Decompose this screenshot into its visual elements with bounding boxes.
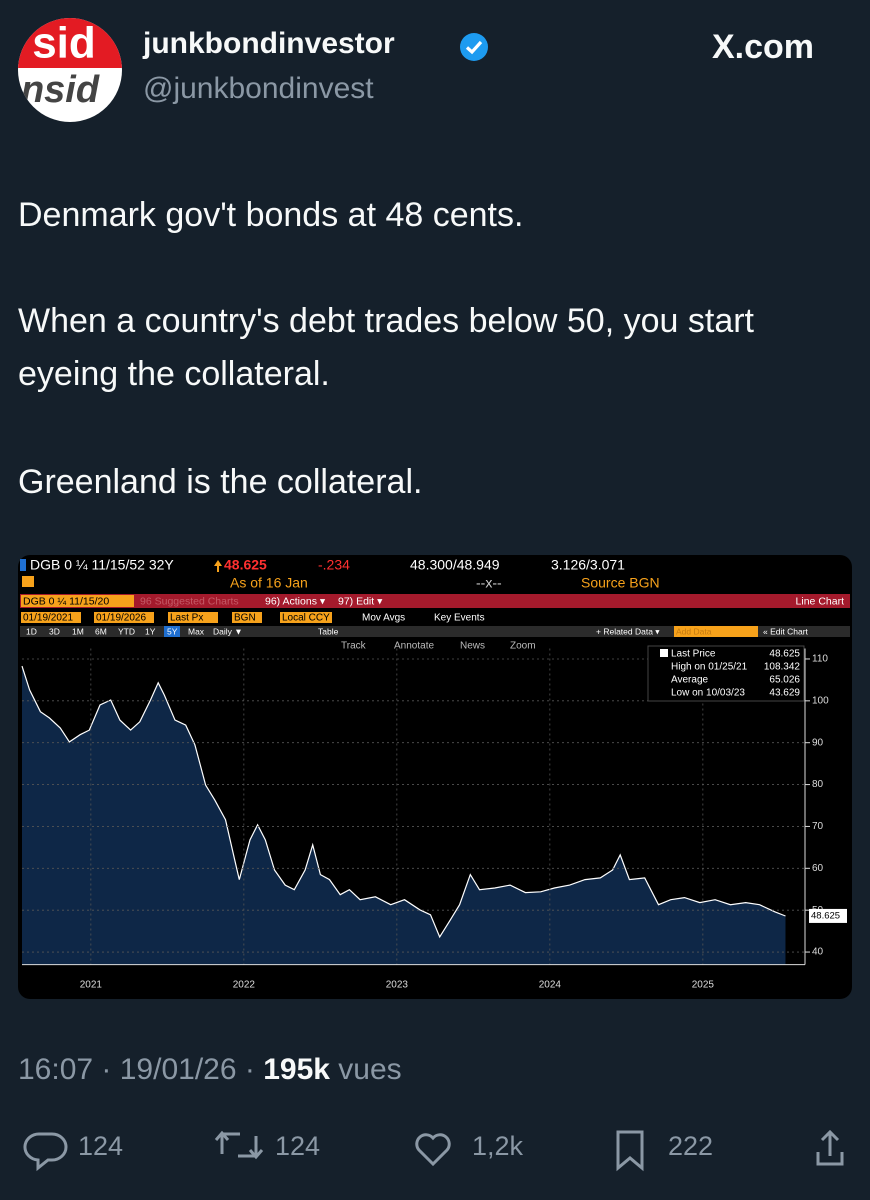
right-tool[interactable]: « Edit Chart [763,626,809,636]
terminal-header: DGB 0 ¼ 11/15/52 32Y 48.625 -.234 48.300… [20,557,660,591]
legend-label: Low on 10/03/23 [671,688,745,699]
reply-icon[interactable] [23,1132,68,1172]
menu-item[interactable]: DGB 0 ¼ 11/15/20 [23,595,109,607]
period[interactable]: Table [318,626,339,636]
menu-item[interactable]: 96) Actions ▾ [265,595,326,607]
repost-icon[interactable] [214,1130,264,1160]
action-icons [23,1129,844,1172]
x-tick-label: 2025 [692,980,715,991]
tool[interactable]: Zoom [510,641,536,652]
period[interactable]: 1D [26,626,37,636]
right-tool[interactable]: + Related Data ▾ [596,626,660,636]
bookmark-count[interactable]: 222 [668,1131,714,1161]
setting[interactable]: 01/19/2021 [23,613,73,624]
period[interactable]: YTD [118,626,135,636]
menu-item[interactable]: 97) Edit ▾ [338,595,383,607]
y-tick-label: 60 [812,863,824,874]
period[interactable]: 6M [95,626,107,636]
author-handle[interactable]: @junkbondinvest [143,72,374,105]
x-tick-label: 2022 [233,980,256,991]
legend-swatch [660,649,668,657]
avatar[interactable]: sid nsid [16,16,124,124]
x-tick-label: 2021 [80,980,103,991]
change: -.234 [318,557,350,573]
y-tick-label: 40 [812,947,824,958]
tool[interactable]: News [460,641,485,652]
bookmark-icon[interactable] [616,1130,644,1172]
setting[interactable]: Key Events [434,613,485,624]
legend-label: Last Price [671,649,716,660]
period[interactable]: 5Y [167,626,178,636]
period[interactable]: 1Y [145,626,156,636]
legend-label: High on 01/25/21 [671,662,748,673]
last-price-tag [809,908,847,923]
setting[interactable]: Last Px [170,613,203,624]
period[interactable]: Daily ▼ [213,626,243,636]
security: DGB 0 ¼ 11/15/52 32Y [30,557,174,573]
period[interactable]: 1M [72,626,84,636]
x-tick-label: 2024 [539,980,562,991]
right-tool[interactable]: Add Data [676,626,712,636]
y-tick-label: 70 [812,821,824,832]
author-name[interactable]: junkbondinvestor [143,27,395,60]
setting[interactable]: Local CCY [282,613,330,624]
setting[interactable]: Mov Avgs [362,613,405,624]
legend-value: 108.342 [764,662,801,673]
price-line [21,665,786,939]
menu-item[interactable]: 96 Suggested Charts [140,595,239,607]
legend-value: 48.625 [769,649,800,660]
repost-count[interactable]: 124 [275,1131,321,1161]
share-icon[interactable] [816,1129,844,1166]
y-tick-label: 110 [812,654,828,665]
period[interactable]: Max [188,626,205,636]
avatar-text: nsid [21,69,100,111]
x-tick-label: 2023 [386,980,409,991]
last-price-tag-label: 48.625 [811,910,840,921]
setting[interactable]: BGN [234,613,256,624]
tool[interactable]: Track [341,641,367,652]
period[interactable]: 3D [49,626,60,636]
tweet-text: When a country's debt trades below 50, y… [18,302,754,393]
time: 16:07 [18,1053,94,1086]
yields: 3.126/3.071 [551,557,625,573]
menu-item[interactable]: Line Chart [796,595,845,607]
menu-box [21,595,134,607]
tweet-text: Denmark gov't bonds at 48 cents. [18,196,524,234]
menu-bar [20,594,850,608]
as-of: As of 16 Jan [230,575,308,591]
y-tick-label: 100 [812,695,829,706]
cross: --x-- [476,575,502,591]
legend-label: Average [671,675,709,686]
bloomberg-chart[interactable]: DGB 0 ¼ 11/15/52 32Y 48.625 -.234 48.300… [18,555,852,999]
views: 195k [263,1053,330,1086]
legend-value: 65.026 [769,675,800,686]
tweet-text: Greenland is the collateral. [18,463,423,501]
avatar-text: sid [32,19,96,68]
like-icon[interactable] [415,1133,451,1167]
tool[interactable]: Annotate [394,641,434,652]
y-tick-label: 90 [812,737,824,748]
price: 48.625 [224,557,267,573]
bid-ask: 48.300/48.949 [410,557,500,573]
y-tick-label: 80 [812,779,824,790]
setting[interactable]: 01/19/2026 [96,613,146,624]
views-label: vues [338,1053,402,1086]
like-count[interactable]: 1,2k [472,1131,524,1161]
source: Source BGN [581,575,660,591]
legend-value: 43.629 [769,688,800,699]
verified-badge [460,33,488,61]
reply-count[interactable]: 124 [78,1131,124,1161]
site-label: X.com [712,28,815,66]
period-bar [20,626,850,637]
date: 19/01/26 [119,1053,237,1086]
legend-box [647,645,805,702]
area-fill [22,666,786,965]
tweet-meta: 16:07 · 19/01/26 · 195k vues [18,1053,402,1086]
